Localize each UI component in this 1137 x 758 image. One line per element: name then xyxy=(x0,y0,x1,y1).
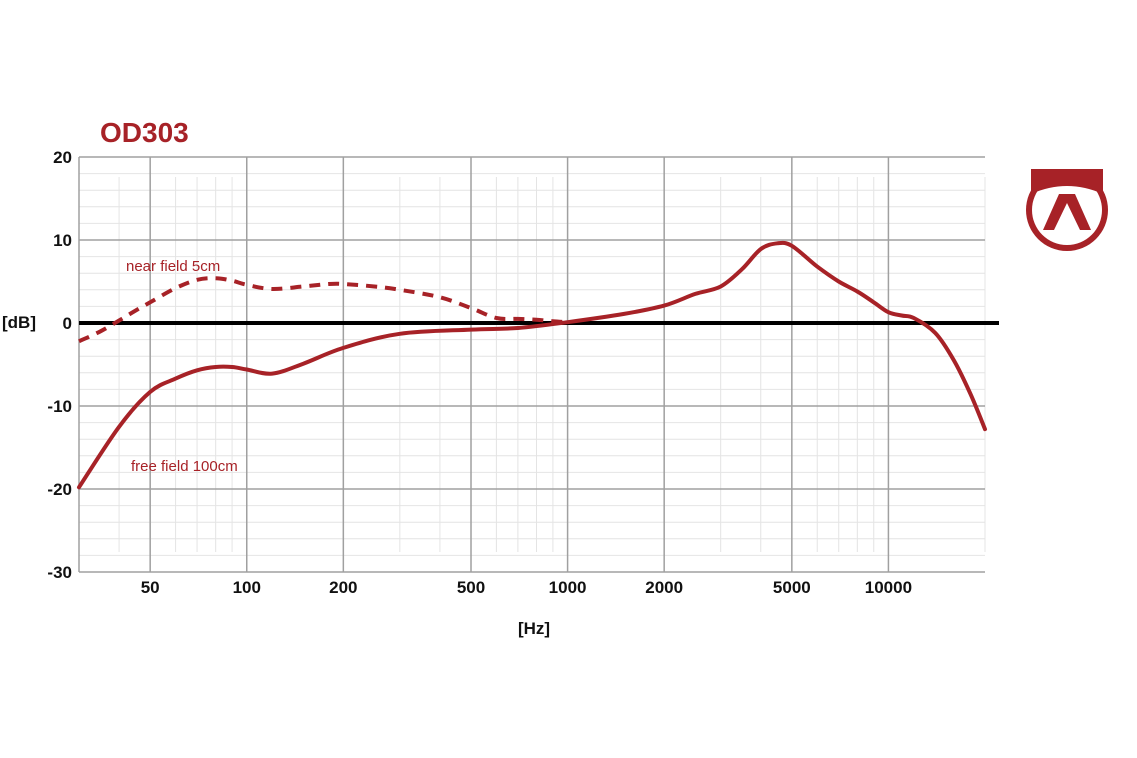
y-tick-label: 20 xyxy=(53,148,72,167)
x-tick-labels: 50 100 200 500 1000 2000 5000 10000 xyxy=(141,578,912,597)
x-tick-label: 200 xyxy=(329,578,357,597)
free-field-curve xyxy=(77,240,987,490)
x-tick-label: 5000 xyxy=(773,578,811,597)
logo-a-mark-icon xyxy=(1043,194,1091,230)
x-tick-label: 2000 xyxy=(645,578,683,597)
y-tick-label: -20 xyxy=(47,480,72,499)
x-tick-label: 10000 xyxy=(865,578,912,597)
x-axis-label: [Hz] xyxy=(518,619,550,638)
y-tick-label: 10 xyxy=(53,231,72,250)
free-field-label: free field 100cm xyxy=(131,458,238,475)
major-grid xyxy=(78,156,985,573)
y-tick-label: -10 xyxy=(47,397,72,416)
near-field-curve xyxy=(78,276,568,344)
y-tick-label: 0 xyxy=(63,314,72,333)
series-layer xyxy=(77,240,987,490)
y-tick-labels: 20 10 0 -10 -20 -30 xyxy=(47,148,72,582)
x-tick-label: 500 xyxy=(457,578,485,597)
near-field-label: near field 5cm xyxy=(126,258,220,275)
y-tick-label: -30 xyxy=(47,563,72,582)
chart-title: OD303 xyxy=(100,117,189,148)
brand-logo xyxy=(1026,169,1108,251)
y-axis-label: [dB] xyxy=(2,313,36,332)
x-tick-label: 50 xyxy=(141,578,160,597)
logo-cap-icon xyxy=(1031,169,1103,194)
x-tick-label: 1000 xyxy=(549,578,587,597)
x-tick-label: 100 xyxy=(233,578,261,597)
minor-grid xyxy=(78,173,986,556)
